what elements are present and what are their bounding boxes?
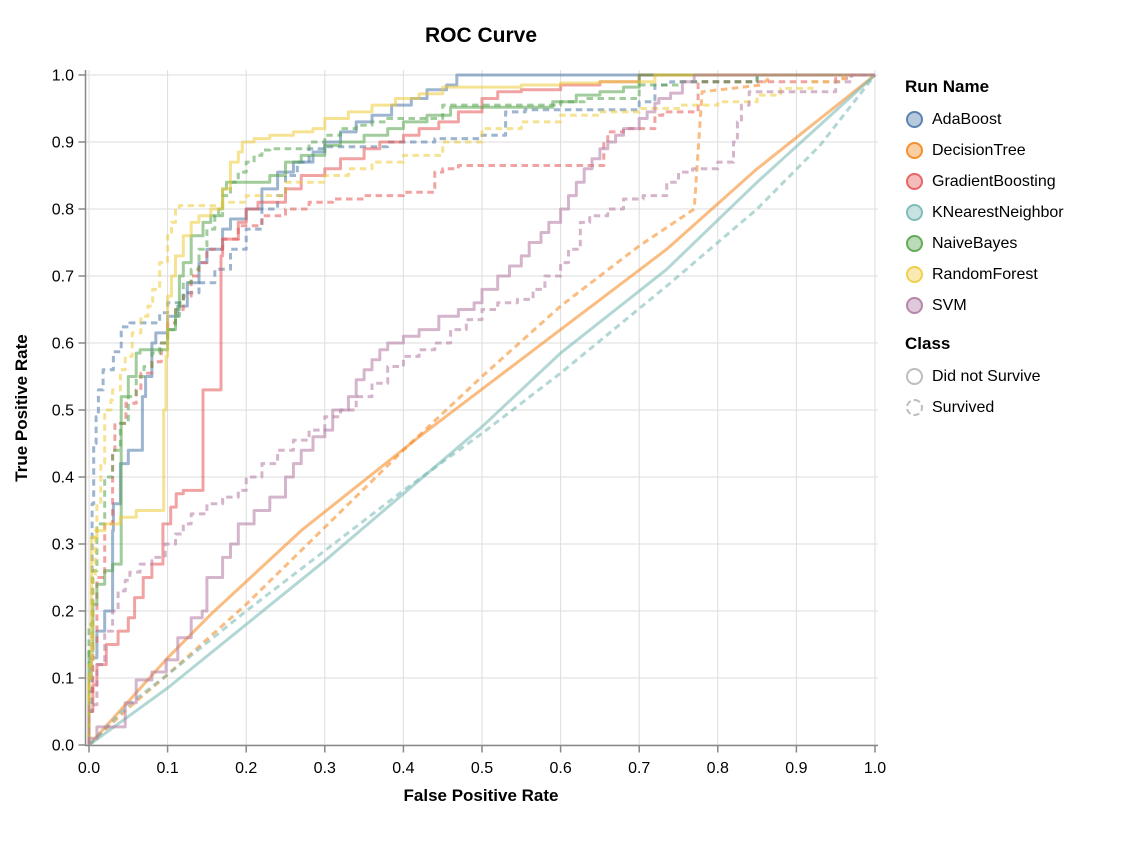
legend-item-svm: SVM <box>905 290 1130 321</box>
legend-swatch-randomforest-icon <box>906 266 923 283</box>
y-tick-label-1.0: 1.0 <box>52 68 74 85</box>
legend-swatch-adaboost-icon <box>906 111 923 128</box>
y-tick-label-0.8: 0.8 <box>52 202 74 219</box>
y-tick-label-0.7: 0.7 <box>52 269 74 286</box>
legend-label: NaiveBayes <box>932 234 1018 252</box>
legend-item-naivebayes: NaiveBayes <box>905 228 1130 259</box>
legend-item-gradientboosting: GradientBoosting <box>905 166 1130 197</box>
legend-swatch-gradientboosting-icon <box>906 173 923 190</box>
legend-label: KNearestNeighbor <box>932 203 1064 221</box>
y-tick-label-0.3: 0.3 <box>52 537 74 554</box>
roc-curves <box>87 73 877 747</box>
roc-curve-svm-did-not-survive <box>87 73 875 745</box>
y-axis-title: True Positive Rate <box>12 334 31 481</box>
legend-item-randomforest: RandomForest <box>905 259 1130 290</box>
legend-item-adaboost: AdaBoost <box>905 104 1130 135</box>
legend-run-items: AdaBoost DecisionTree GradientBoosting KNea… <box>905 104 1130 321</box>
legend-label: AdaBoost <box>932 110 1002 128</box>
roc-curve-randomforest-did-not-survive <box>87 73 875 745</box>
y-tick-label-0.6: 0.6 <box>52 336 74 353</box>
x-tick-label-0.2: 0.2 <box>235 760 257 777</box>
x-tick-label-0.8: 0.8 <box>707 760 729 777</box>
roc-curve-randomforest-survived <box>87 73 875 745</box>
chart-title: ROC Curve <box>425 24 537 47</box>
y-tick-label-0.4: 0.4 <box>52 470 74 487</box>
legend-item-decisiontree: DecisionTree <box>905 135 1130 166</box>
legend-item-did-not-survive: Did not Survive <box>905 361 1130 392</box>
legend-run-title: Run Name <box>905 77 990 96</box>
x-tick-label-0.0: 0.0 <box>78 760 100 777</box>
x-tick-label-0.9: 0.9 <box>785 760 807 777</box>
y-tick-label-0.2: 0.2 <box>52 604 74 621</box>
legend-label: DecisionTree <box>932 141 1026 159</box>
x-axis-title: False Positive Rate <box>404 786 559 805</box>
legend: Run Name AdaBoost DecisionTree GradientBoo… <box>905 76 1130 423</box>
y-tick-label-0.5: 0.5 <box>52 403 74 420</box>
y-tick-label-0.1: 0.1 <box>52 671 74 688</box>
legend-item-knearestneighbor: KNearestNeighbor <box>905 197 1130 228</box>
x-tick-label-0.1: 0.1 <box>156 760 178 777</box>
legend-class-title: Class <box>905 334 951 353</box>
x-tick-label-0.7: 0.7 <box>628 760 650 777</box>
x-tick-label-1.0: 1.0 <box>864 760 886 777</box>
axes: 0.0 0.1 0.2 0.3 0.4 0.5 0.6 0.7 0.8 0.9 1.0 0.0 0.1 0… <box>52 68 886 778</box>
x-tick-label-0.3: 0.3 <box>314 760 336 777</box>
legend-label: Survived <box>932 398 995 416</box>
roc-curve-gradientboosting-did-not-survive <box>87 73 875 745</box>
legend-swatch-naivebayes-icon <box>906 235 923 252</box>
legend-swatch-decisiontree-icon <box>906 142 923 159</box>
legend-item-survived: Survived <box>905 392 1130 423</box>
y-tick-label-0.9: 0.9 <box>52 135 74 152</box>
legend-class-items: Did not Survive Survived <box>905 361 1130 423</box>
legend-swatch-survived-icon <box>906 399 923 416</box>
y-tick-label-0.0: 0.0 <box>52 738 74 755</box>
roc-curve-adaboost-survived <box>87 73 875 745</box>
legend-swatch-did-not-survive-icon <box>906 368 923 385</box>
legend-swatch-svm-icon <box>906 297 923 314</box>
x-tick-label-0.4: 0.4 <box>392 760 414 777</box>
legend-swatch-knearestneighbor-icon <box>906 204 923 221</box>
legend-label: GradientBoosting <box>932 172 1056 190</box>
legend-label: Did not Survive <box>932 367 1041 385</box>
roc-curve-knearestneighbor-survived <box>87 74 877 747</box>
x-tick-label-0.5: 0.5 <box>471 760 493 777</box>
legend-label: RandomForest <box>932 265 1038 283</box>
x-tick-label-0.6: 0.6 <box>549 760 571 777</box>
legend-label: SVM <box>932 296 967 314</box>
